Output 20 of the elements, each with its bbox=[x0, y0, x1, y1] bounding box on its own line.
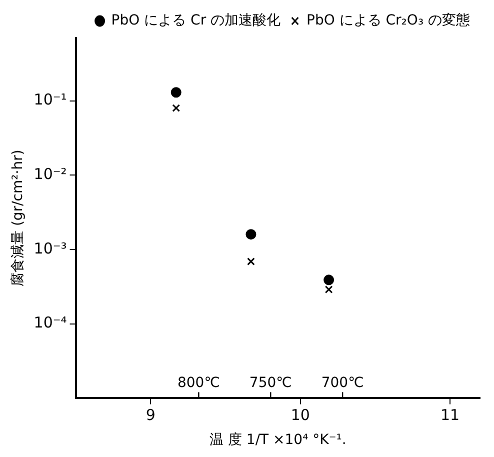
point bbox=[170, 87, 182, 98]
y-tick-label: 10⁻² bbox=[34, 165, 67, 184]
annotation: 800℃ bbox=[177, 374, 220, 391]
legend-label: PbO による Cr の加速酸化 bbox=[111, 12, 281, 29]
x-tick-label: 11 bbox=[440, 406, 460, 424]
y-tick-label: 10⁻⁴ bbox=[34, 314, 67, 332]
point bbox=[246, 229, 256, 240]
y-tick-label: 10⁻¹ bbox=[34, 90, 67, 109]
y-axis-title: 腐食減量 (gr/cm²·hr) bbox=[10, 150, 26, 286]
annotation: 750℃ bbox=[249, 374, 292, 391]
point bbox=[324, 274, 334, 286]
x-tick-label: 10 bbox=[290, 406, 310, 424]
y-tick-label: 10⁻³ bbox=[34, 239, 67, 258]
point bbox=[247, 258, 255, 266]
legend-label: PbO による Cr₂O₃ の変態 bbox=[306, 12, 470, 29]
annotation: 700℃ bbox=[321, 374, 364, 391]
x-axis-title: 温 度 1/T ×10⁴ °K⁻¹. bbox=[210, 432, 346, 448]
point bbox=[172, 104, 180, 112]
x-tick-label: 9 bbox=[146, 406, 156, 424]
point bbox=[324, 286, 333, 294]
